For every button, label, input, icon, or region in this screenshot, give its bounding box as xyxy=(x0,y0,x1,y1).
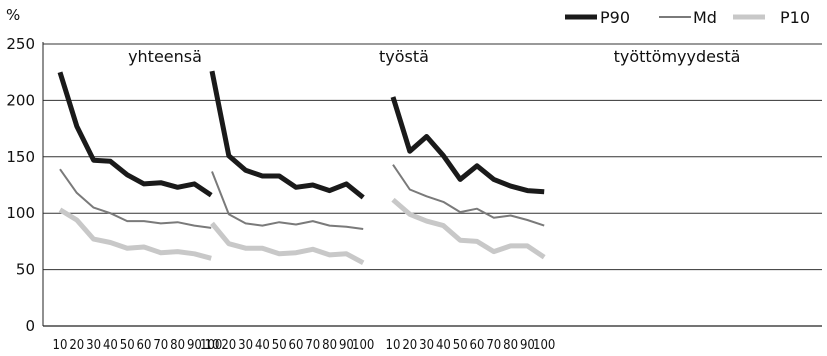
y-tick-label: 100 xyxy=(6,204,35,222)
x-tick-label: 90 xyxy=(187,338,202,353)
series-line-p90-panel-2 xyxy=(209,70,365,200)
x-tick-label: 70 xyxy=(153,338,168,353)
series-line-md-panel-1 xyxy=(59,168,212,229)
series-line-p90-panel-3 xyxy=(390,96,545,195)
x-tick-label: 60 xyxy=(470,338,485,353)
panel-title: yhteensä xyxy=(128,47,202,66)
x-tick-label: 100 xyxy=(200,338,222,353)
x-tick-label: 50 xyxy=(453,338,468,353)
series-line-md-panel-2 xyxy=(211,171,364,230)
x-tick-label: 50 xyxy=(272,338,287,353)
legend-label-md: Md xyxy=(693,8,717,27)
x-tick-label: 100 xyxy=(533,338,555,353)
x-tick-label: 10 xyxy=(205,338,220,353)
x-tick-label: 40 xyxy=(255,338,270,353)
x-tick-label: 90 xyxy=(520,338,535,353)
y-tick-label: 200 xyxy=(6,91,35,109)
x-tick-label: 80 xyxy=(503,338,518,353)
x-tick-label: 60 xyxy=(137,338,152,353)
x-tick-label: 10 xyxy=(386,338,401,353)
x-tick-label: 10 xyxy=(53,338,68,353)
x-tick-label: 40 xyxy=(103,338,118,353)
gridlines xyxy=(43,43,822,271)
series-line-md-panel-3 xyxy=(392,164,545,227)
legend-label-p90: P90 xyxy=(600,8,630,27)
x-tick-label: 30 xyxy=(238,338,253,353)
x-tick-label: 80 xyxy=(322,338,337,353)
x-tick-label: 60 xyxy=(289,338,304,353)
x-tick-label: 70 xyxy=(486,338,501,353)
x-tick-label: 40 xyxy=(436,338,451,353)
panel-title: työttömyydestä xyxy=(614,47,741,66)
panel-title: työstä xyxy=(379,47,429,66)
y-tick-label: 250 xyxy=(6,35,35,53)
x-tick-label: 20 xyxy=(69,338,84,353)
axes xyxy=(42,42,822,327)
series-lines xyxy=(57,70,546,266)
legend-label-p10: P10 xyxy=(780,8,810,27)
y-tick-label: 50 xyxy=(16,261,35,279)
y-tick-label: 150 xyxy=(6,148,35,166)
series-line-p10-panel-2 xyxy=(210,221,365,266)
series-line-p10-panel-1 xyxy=(58,207,212,261)
x-tick-label: 80 xyxy=(170,338,185,353)
x-tick-label: 20 xyxy=(402,338,417,353)
x-tick-label: 50 xyxy=(120,338,135,353)
x-tick-label: 70 xyxy=(305,338,320,353)
legend: P90 Md P10 xyxy=(565,8,810,27)
series-line-p90-panel-1 xyxy=(57,71,213,198)
x-tick-label: 90 xyxy=(339,338,354,353)
y-tick-label: 0 xyxy=(25,317,35,335)
series-line-p10-panel-3 xyxy=(391,197,546,260)
x-tick-label: 100 xyxy=(352,338,374,353)
y-axis-label: % xyxy=(6,6,20,24)
x-tick-label: 30 xyxy=(86,338,101,353)
x-tick-label: 30 xyxy=(419,338,434,353)
x-tick-label: 20 xyxy=(221,338,236,353)
